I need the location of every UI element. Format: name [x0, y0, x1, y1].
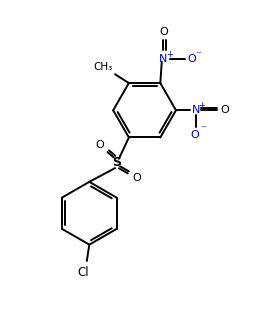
Text: +: + [198, 101, 204, 110]
Text: CH₃: CH₃ [94, 62, 113, 72]
Text: ⁻: ⁻ [196, 50, 201, 60]
Text: O: O [96, 140, 104, 150]
Text: N: N [159, 54, 167, 64]
Text: O: O [190, 130, 199, 140]
Text: +: + [166, 50, 173, 59]
Text: S: S [112, 156, 121, 169]
Text: O: O [132, 173, 141, 183]
Text: ⁻: ⁻ [200, 124, 206, 134]
Text: O: O [188, 54, 196, 64]
Text: O: O [221, 105, 229, 115]
Text: O: O [159, 27, 168, 37]
Text: Cl: Cl [77, 266, 89, 279]
Text: N: N [192, 105, 200, 115]
